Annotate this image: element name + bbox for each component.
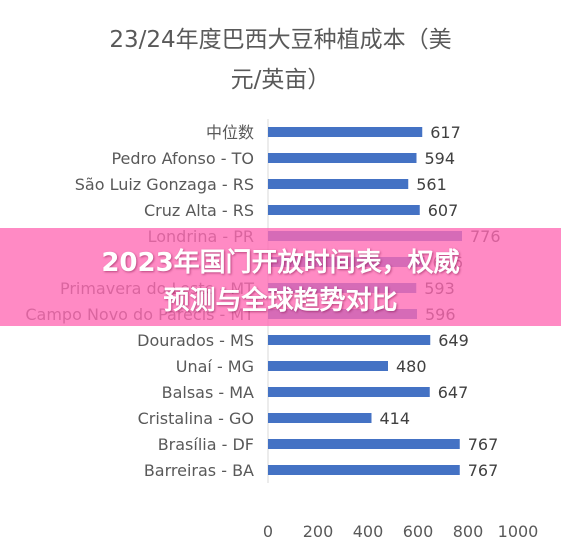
category-label-3: Cruz Alta - RS — [144, 201, 254, 220]
data-label-0: 617 — [430, 123, 461, 142]
x-tick-label-4: 800 — [453, 522, 484, 541]
chart-title-line-1: 23/24年度巴西大豆种植成本（美 — [109, 27, 452, 53]
bar-12 — [268, 439, 460, 449]
bar-9 — [268, 361, 388, 371]
category-label-11: Cristalina - GO — [138, 409, 254, 428]
data-label-9: 480 — [396, 357, 427, 376]
data-label-2: 561 — [416, 175, 447, 194]
category-label-9: Unaí - MG — [176, 357, 254, 376]
headline-banner: 2023年国门开放时间表，权威 预测与全球趋势对比 — [0, 228, 561, 326]
bar-3 — [268, 205, 420, 215]
bar-0 — [268, 127, 423, 137]
bar-8 — [268, 335, 431, 345]
data-label-12: 767 — [468, 435, 499, 454]
bar-2 — [268, 179, 409, 189]
data-label-10: 647 — [438, 383, 469, 402]
banner-text-line-1: 2023年国门开放时间表，权威 — [101, 248, 460, 278]
chart-title-line-2: 元/英亩） — [230, 67, 331, 93]
category-label-8: Dourados - MS — [137, 331, 254, 350]
data-label-13: 767 — [468, 461, 499, 480]
x-tick-label-3: 600 — [403, 522, 434, 541]
category-label-2: São Luiz Gonzaga - RS — [75, 175, 254, 194]
banner-text-line-2: 预测与全球趋势对比 — [163, 286, 398, 316]
bar-1 — [268, 153, 417, 163]
category-label-0: 中位数 — [206, 123, 254, 142]
category-label-12: Brasília - DF — [158, 435, 254, 454]
x-tick-label-2: 400 — [353, 522, 384, 541]
bar-11 — [268, 413, 372, 423]
x-tick-label-5: 1000 — [498, 522, 539, 541]
category-label-13: Barreiras - BA — [144, 461, 254, 480]
data-label-3: 607 — [428, 201, 459, 220]
x-tick-label-0: 0 — [263, 522, 273, 541]
bar-13 — [268, 465, 460, 475]
bar-10 — [268, 387, 430, 397]
data-label-1: 594 — [425, 149, 456, 168]
category-label-1: Pedro Afonso - TO — [111, 149, 254, 168]
data-label-8: 649 — [438, 331, 469, 350]
category-label-10: Balsas - MA — [162, 383, 254, 402]
x-tick-label-1: 200 — [303, 522, 334, 541]
data-label-11: 414 — [380, 409, 411, 428]
